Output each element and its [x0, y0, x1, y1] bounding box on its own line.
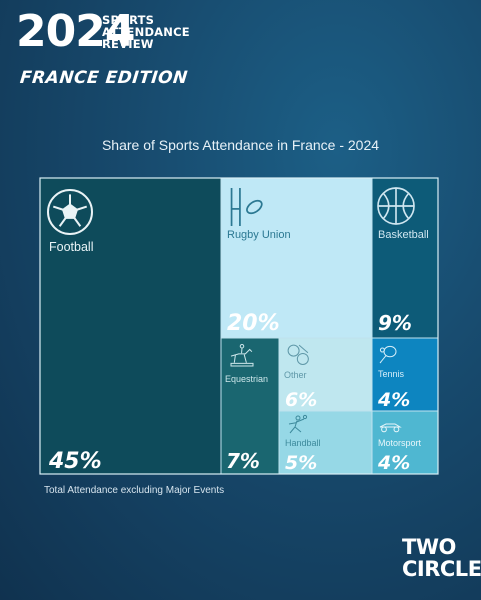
- mixed-sports-icon: [287, 344, 309, 365]
- soccer-ball-icon: [47, 189, 93, 235]
- logo-line: CIRCLES: [402, 557, 481, 581]
- treemap-cell-equestrian: Equestrian 7%: [220, 337, 280, 475]
- value-label: 7%: [226, 449, 260, 473]
- race-car-icon: [379, 423, 402, 433]
- treemap-cell-tennis: Tennis 4%: [371, 337, 439, 412]
- logo-line: TWO: [402, 535, 456, 559]
- treemap-rect-handball: [278, 410, 373, 475]
- treemap-rect-football: [39, 177, 222, 475]
- handball-player-icon: [288, 414, 308, 434]
- two-circles-logo: TWO CIRCLES: [402, 535, 481, 581]
- category-label: Tennis: [378, 369, 405, 379]
- value-label: 5%: [285, 452, 317, 474]
- category-label: Rugby Union: [227, 229, 291, 241]
- footnote: Total Attendance excluding Major Events: [44, 485, 225, 496]
- treemap-cell-rugby-union: Rugby Union 20%: [220, 177, 373, 339]
- treemap-cell-football: Football 45%: [39, 177, 222, 475]
- report-title-line: ATTENDANCE: [102, 25, 190, 39]
- tennis-icon: [379, 345, 397, 364]
- treemap-cell-basketball: Basketball 9%: [371, 177, 439, 339]
- value-label: 45%: [48, 449, 102, 474]
- category-label: Equestrian: [225, 374, 268, 384]
- category-label: Other: [284, 370, 307, 380]
- category-label: Basketball: [378, 229, 429, 241]
- report-title-line: SPORTS: [102, 13, 155, 27]
- value-label: 9%: [378, 311, 412, 335]
- chart-title: Share of Sports Attendance in France - 2…: [101, 137, 380, 153]
- horse-rider-icon: [230, 343, 254, 367]
- treemap-rect-equestrian: [220, 337, 280, 475]
- report-year: 2024: [16, 6, 135, 57]
- treemap-rect-tennis: [371, 337, 439, 412]
- category-label: Handball: [285, 438, 321, 448]
- value-label: 6%: [285, 389, 317, 411]
- treemap-border: [39, 177, 439, 475]
- category-label: Football: [49, 240, 93, 254]
- value-label: 4%: [377, 452, 410, 474]
- treemap-cell-handball: Handball 5%: [278, 410, 373, 475]
- treemap-cell-other: Other 6%: [278, 337, 373, 412]
- treemap-cell-motorsport: Motorsport 4%: [371, 410, 439, 475]
- category-label: Motorsport: [378, 438, 422, 448]
- value-label: 4%: [377, 389, 410, 411]
- report-title: SPORTS ATTENDANCE REVIEW: [102, 14, 190, 50]
- report-title-line: REVIEW: [102, 37, 154, 51]
- basketball-icon: [377, 187, 415, 225]
- rugby-posts-icon: [230, 188, 263, 226]
- value-label: 20%: [227, 311, 280, 336]
- treemap-rect-basketball: [371, 177, 439, 339]
